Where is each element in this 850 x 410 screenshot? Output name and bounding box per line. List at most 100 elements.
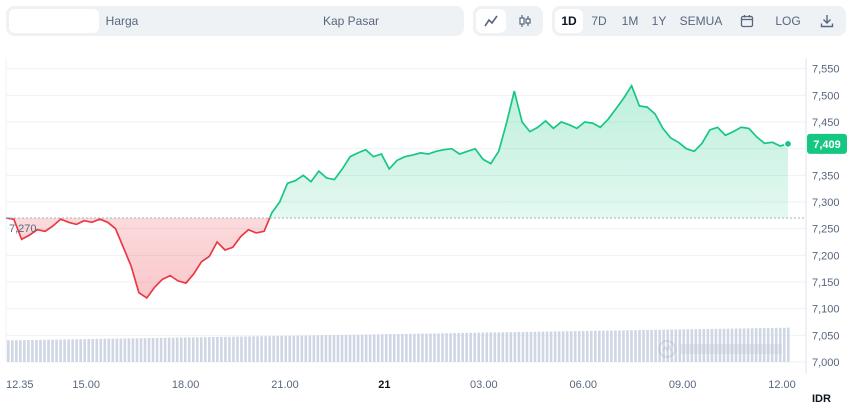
volume-bar xyxy=(541,331,545,362)
range-semua[interactable]: SEMUA xyxy=(679,14,723,28)
volume-bar xyxy=(581,330,585,362)
volume-bar xyxy=(352,334,356,362)
volume-bar xyxy=(610,330,613,362)
volume-bar xyxy=(622,330,625,362)
volume-bar xyxy=(433,333,436,362)
tab-harga[interactable]: Harga xyxy=(105,14,139,28)
range-1y[interactable]: 1Y xyxy=(651,14,667,28)
line-chart-button[interactable] xyxy=(476,9,506,33)
volume-bar xyxy=(27,340,30,362)
volume-bar xyxy=(489,332,493,362)
volume-bar xyxy=(312,335,316,362)
volume-bar xyxy=(388,334,392,362)
current-value-badge xyxy=(807,133,847,154)
volume-bar xyxy=(280,335,284,362)
volume-bar xyxy=(244,336,247,362)
volume-bar xyxy=(573,331,577,362)
log-button[interactable]: LOG xyxy=(775,14,801,28)
volume-bar xyxy=(159,337,163,362)
volume-bar xyxy=(11,340,14,362)
volume-bar xyxy=(445,333,448,362)
volume-bar xyxy=(405,333,408,362)
metric-tab-group: Harga Kap Pasar xyxy=(6,6,464,36)
watermark-logo-mark xyxy=(662,344,672,352)
volume-bar xyxy=(87,339,91,362)
volume-bar xyxy=(577,331,581,362)
volume-bar xyxy=(658,329,661,362)
x-unit-label: IDR xyxy=(812,393,831,405)
volume-bar xyxy=(55,339,58,362)
line-chart-icon xyxy=(484,15,498,27)
volume-bar xyxy=(694,329,698,362)
chart-toolbar: Harga Kap Pasar 1D 7D 1M 1Y SEMUA xyxy=(0,0,850,44)
volume-bar xyxy=(461,332,464,362)
volume-bar xyxy=(183,337,187,362)
range-7d[interactable]: 7D xyxy=(591,14,607,28)
reference-label: 7,270 xyxy=(9,223,37,235)
coinmarketcap-watermark xyxy=(658,340,782,358)
volume-bar xyxy=(666,329,669,362)
volume-bar xyxy=(762,328,766,362)
volume-bar xyxy=(51,339,54,362)
volume-bar xyxy=(738,328,742,362)
current-point xyxy=(783,139,793,148)
x-tick-label: 12.00 xyxy=(768,379,796,391)
volume-bar xyxy=(561,331,565,362)
volume-bar xyxy=(384,334,388,362)
volume-bar xyxy=(332,335,336,362)
tab-kap-pasar[interactable]: Kap Pasar xyxy=(322,14,380,28)
volume-bar xyxy=(111,338,115,362)
volume-bar xyxy=(425,333,428,362)
volume-bar xyxy=(208,337,211,362)
y-tick-label: 7,450 xyxy=(812,117,840,129)
volume-bar xyxy=(167,337,171,362)
volume-bar xyxy=(224,336,227,362)
volume-bar xyxy=(545,331,549,362)
volume-bar xyxy=(212,337,215,362)
volume-bar xyxy=(272,336,275,362)
volume-bar xyxy=(686,329,690,362)
volume-bar xyxy=(557,331,561,362)
volume-bar xyxy=(59,339,62,362)
volume-bar xyxy=(750,328,754,362)
tab-blank[interactable] xyxy=(9,9,99,33)
volume-bar xyxy=(553,331,557,362)
volume-bar xyxy=(710,328,714,362)
x-axis: 12.35 15.00 18.00 21.00 21 03.00 06.00 09.00 12.… xyxy=(6,379,831,405)
download-button[interactable] xyxy=(812,9,842,33)
volume-bar xyxy=(421,333,424,362)
volume-bar xyxy=(630,330,633,362)
y-tick-label: 7,100 xyxy=(812,304,840,316)
volume-bar xyxy=(485,332,489,362)
calendar-button[interactable] xyxy=(732,9,762,33)
volume-bar xyxy=(465,332,468,362)
volume-bar xyxy=(240,336,243,362)
volume-bar xyxy=(525,331,529,362)
volume-bar xyxy=(469,332,472,362)
current-value-label: 7,409 xyxy=(813,139,841,151)
range-tab-group: 1D 7D 1M 1Y SEMUA LOG xyxy=(552,6,846,36)
volume-bar xyxy=(654,329,657,362)
volume-bar xyxy=(31,339,34,362)
volume-bar xyxy=(348,334,352,362)
volume-bar xyxy=(300,335,304,362)
volume-bar xyxy=(392,334,396,362)
x-tick-label: 09.00 xyxy=(669,379,697,391)
range-1d[interactable]: 1D xyxy=(555,9,583,33)
candlestick-button[interactable] xyxy=(510,9,540,33)
volume-bar xyxy=(678,329,682,362)
volume-bar xyxy=(529,331,533,362)
volume-bar xyxy=(718,328,722,362)
volume-bar xyxy=(670,329,674,362)
chart-type-group xyxy=(473,6,543,36)
volume-bar xyxy=(328,335,332,362)
volume-bar xyxy=(316,335,320,362)
volume-bar xyxy=(758,328,762,362)
y-tick-label: 7,350 xyxy=(812,170,840,182)
volume-bar xyxy=(304,335,308,362)
volume-bar xyxy=(292,335,296,362)
volume-bar xyxy=(163,337,167,362)
volume-bar xyxy=(449,333,452,362)
range-1m[interactable]: 1M xyxy=(621,14,639,28)
calendar-icon xyxy=(740,15,754,28)
